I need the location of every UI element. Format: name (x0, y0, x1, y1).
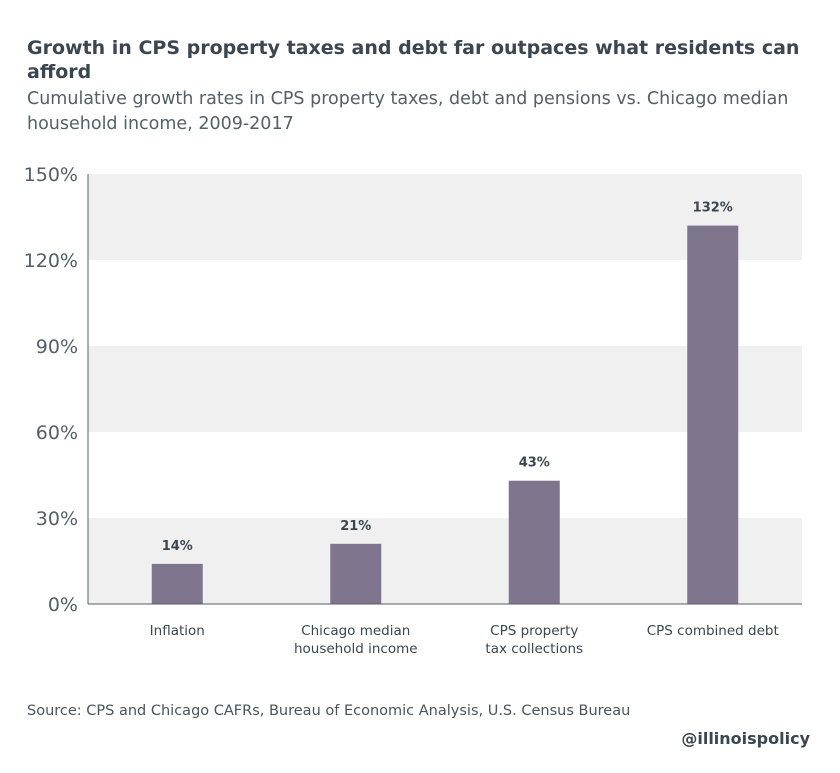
bar (330, 543, 382, 604)
y-tick-label: 0% (48, 594, 78, 616)
bar-chart: 0% 30% 60% 90% 120% 150% 14% 21% 43% 132% Inflat… (24, 164, 802, 657)
bar (508, 480, 560, 604)
y-tick-label: 90% (36, 336, 78, 358)
x-tick-label: Chicago median (301, 623, 410, 639)
data-label: 132% (693, 201, 733, 216)
chart-subtitle: Cumulative growth rates in CPS property … (27, 89, 789, 134)
grid-band (88, 518, 802, 604)
x-tick-label: Inflation (150, 623, 205, 639)
chart-title: Growth in CPS property taxes and debt fa… (27, 37, 800, 83)
bar (151, 563, 203, 604)
y-tick-label: 150% (24, 164, 78, 186)
x-tick-label: CPS combined debt (647, 623, 779, 639)
data-label: 43% (519, 456, 550, 471)
bar (687, 225, 739, 604)
grid-band (88, 174, 802, 260)
data-label: 21% (340, 519, 371, 534)
y-tick-label: 60% (36, 422, 78, 444)
brand-handle: @illinoispolicy (681, 729, 810, 748)
x-tick-label: household income (294, 641, 418, 657)
x-tick-label: tax collections (485, 641, 583, 657)
y-tick-label: 30% (36, 508, 78, 530)
data-label: 14% (162, 539, 193, 554)
grid-band (88, 346, 802, 432)
x-tick-label: CPS property (490, 623, 578, 639)
y-tick-label: 120% (24, 250, 78, 272)
source-note: Source: CPS and Chicago CAFRs, Bureau of… (27, 703, 631, 719)
